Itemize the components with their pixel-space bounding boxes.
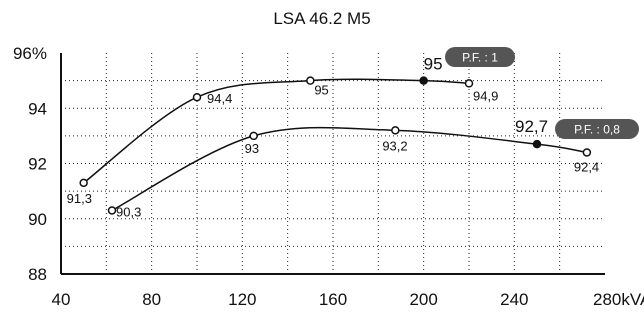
chart-title: LSA 46.2 M5 [273,9,370,28]
x-tick-label: 80 [142,290,161,309]
data-point [391,126,400,135]
data-label: 90,3 [116,204,141,219]
x-tick-label: 280kVA [593,290,644,309]
series-line [111,126,587,212]
data-point [79,178,88,188]
series-badge-label: P.F. : 1 [462,51,498,65]
series-badges: P.F. : 1 P.F. : 0,8 [445,47,639,139]
series-badge-background [445,47,515,67]
axes-layer [60,53,605,275]
data-point [464,79,474,88]
y-tick-label: 96% [13,44,47,63]
data-label: 94,4 [207,91,232,106]
grid-layer [61,53,605,274]
data-point [107,206,117,215]
series-layer [79,76,592,215]
data-label: 95 [314,83,328,98]
data-label: 92,4 [574,159,599,174]
data-point [306,76,315,85]
data-point-filled [419,76,428,85]
point-labels: 91,3 94,4 95 95 94,9 90,3 93 93,2 92,7 92,4 [67,55,600,220]
data-point [249,131,258,141]
x-tick-label: 120 [228,290,256,309]
data-label: 94,9 [473,88,498,103]
series-badge: P.F. : 0,8 [555,119,639,139]
data-point-filled [532,139,542,149]
data-point [582,148,592,157]
y-tick-label: 94 [28,99,47,118]
tick-labels: 40 80 120 160 200 240 280kVA 88 90 92 94 96% [13,44,644,309]
series-badge-background [555,119,639,139]
y-tick-label: 90 [28,210,47,229]
series-line [83,78,470,184]
x-tick-label: 160 [319,290,347,309]
x-tick-label: 240 [500,290,528,309]
data-label: 93 [245,141,259,156]
data-label: 93,2 [382,138,407,153]
data-label: 91,3 [67,191,92,206]
series-badge: P.F. : 1 [445,47,515,67]
series-badge-label: P.F. : 0,8 [574,123,620,137]
y-tick-label: 92 [28,155,47,174]
data-label: 92,7 [515,117,548,136]
data-point [192,92,202,102]
x-tick-label: 40 [52,290,71,309]
y-tick-label: 88 [28,265,47,284]
data-label: 95 [424,55,443,74]
x-tick-label: 200 [409,290,437,309]
